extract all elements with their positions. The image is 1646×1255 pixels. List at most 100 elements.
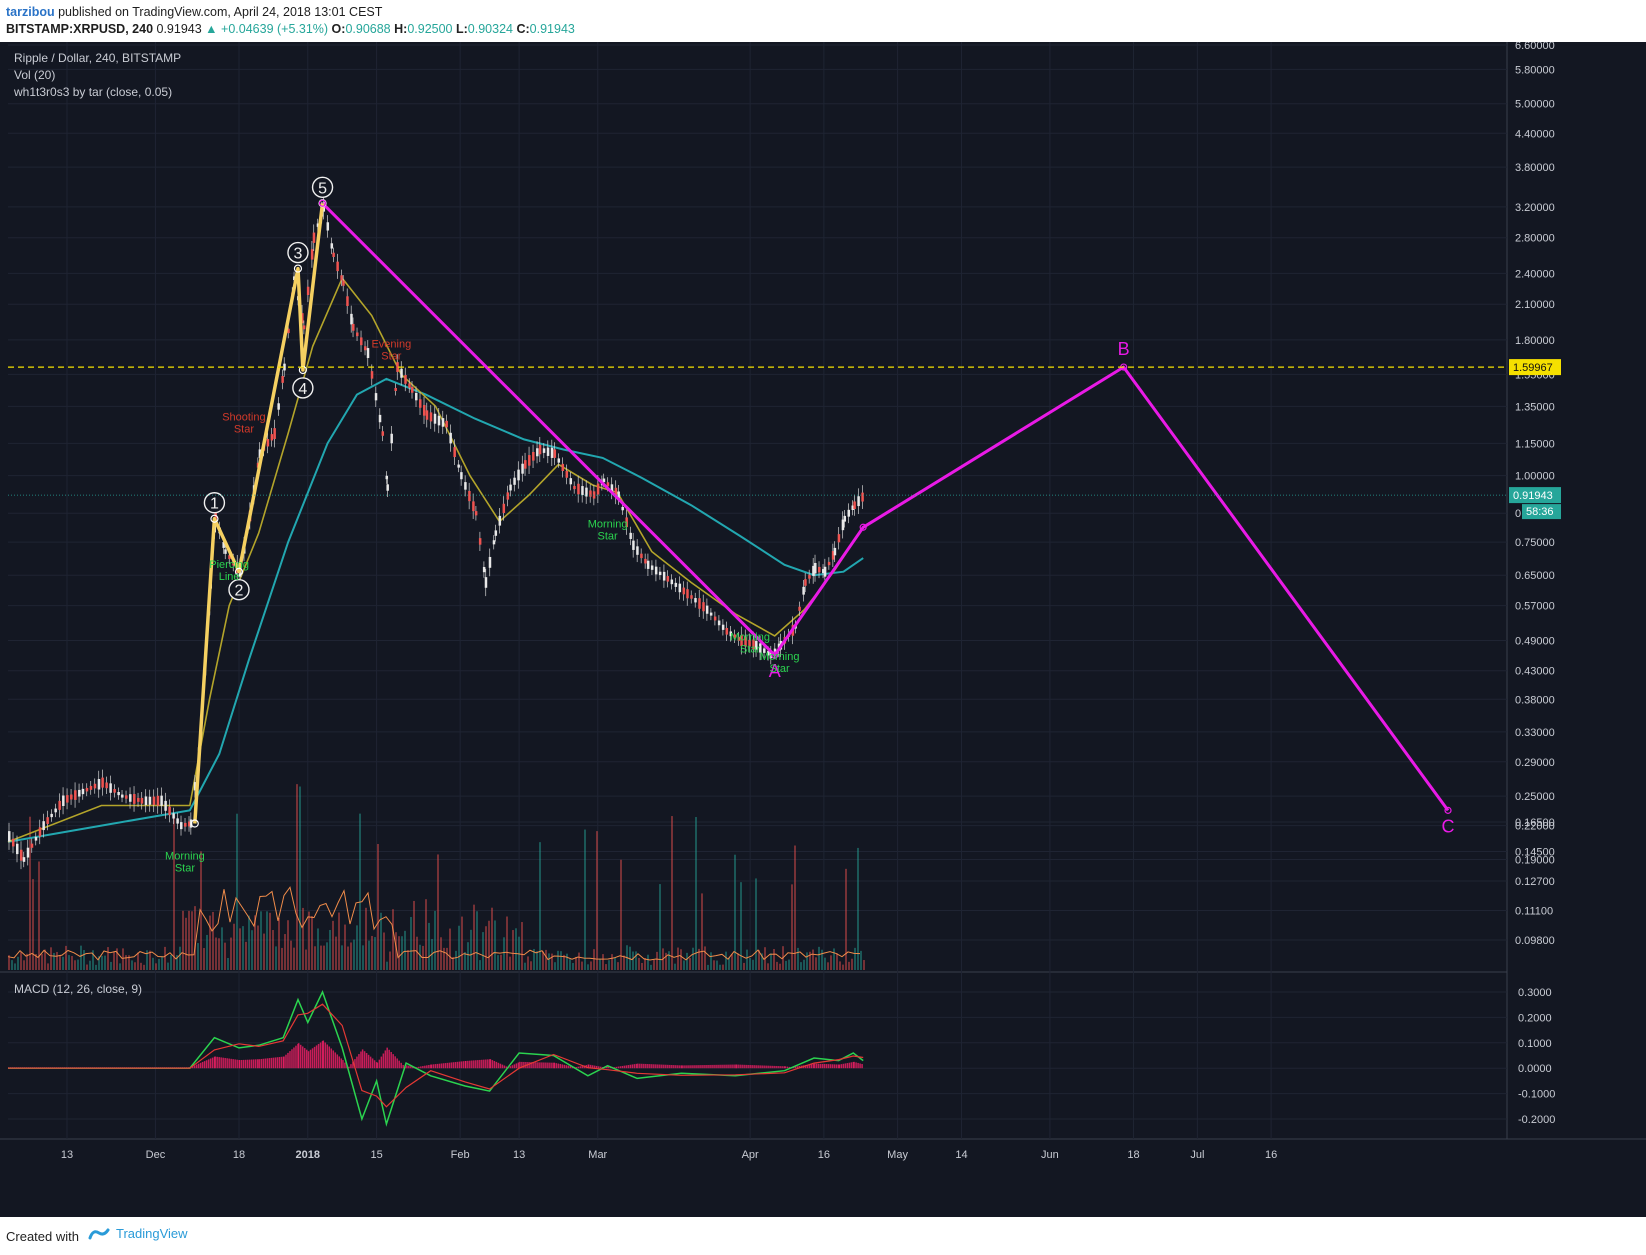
tradingview-brand[interactable]: TradingView: [88, 1226, 188, 1241]
volume-bar: [230, 937, 232, 970]
macd-histogram-bar: [342, 1060, 344, 1069]
time-tick-label: 16: [1265, 1149, 1277, 1161]
time-tick-label: May: [887, 1149, 908, 1161]
volume-bar: [101, 955, 103, 970]
close-label: C:: [516, 22, 530, 36]
macd-histogram-bar: [352, 1061, 354, 1069]
candle-body: [521, 463, 524, 474]
candle-body: [565, 470, 569, 478]
macd-histogram-bar: [743, 1064, 745, 1069]
macd-histogram-bar: [199, 1062, 202, 1069]
volume-bar: [56, 951, 58, 970]
macd-histogram-bar: [430, 1064, 433, 1069]
volume-bar: [410, 916, 412, 970]
volume-bar: [11, 960, 13, 970]
volume-bar: [851, 958, 853, 970]
volume-bar: [17, 956, 19, 970]
macd-histogram-bar: [469, 1060, 471, 1069]
volume-bar: [599, 958, 601, 970]
volume-bar: [248, 915, 250, 970]
volume-bar: [146, 950, 148, 970]
macd-histogram-bar: [687, 1065, 689, 1069]
volume-bar: [242, 926, 244, 970]
candle-body: [853, 501, 856, 510]
candle-body: [188, 821, 191, 827]
volume-bar: [440, 937, 442, 970]
macd-histogram-bar: [230, 1058, 232, 1069]
pattern-label: Line: [219, 571, 240, 583]
candle-body: [581, 486, 584, 496]
macd-histogram-bar: [270, 1057, 273, 1069]
candle-body: [62, 795, 65, 806]
candle-body: [843, 515, 847, 522]
volume-bar: [593, 949, 595, 970]
volume-bar: [752, 959, 754, 970]
volume-bar: [692, 947, 694, 970]
candle-body: [569, 478, 573, 485]
pattern-labels: MorningStarShootingStarPiercingLineEveni…: [165, 339, 799, 875]
volume-bar: [269, 912, 271, 970]
candle-body: [287, 328, 290, 334]
macd-histogram-bar: [806, 1064, 809, 1069]
macd-histogram-bar: [832, 1064, 834, 1069]
macd-histogram-bar: [579, 1066, 582, 1069]
macd-histogram-bar: [211, 1057, 214, 1069]
volume-bar: [476, 911, 478, 970]
macd-histogram-bar: [621, 1065, 624, 1069]
elliott-waves[interactable]: 1 2 3 4 5 A B C: [190, 176, 1455, 836]
candle-body: [301, 313, 304, 324]
macd-line: [8, 990, 864, 1127]
volume-bar: [596, 831, 598, 970]
macd-histogram-bar: [818, 1063, 820, 1069]
macd-histogram-bar: [462, 1061, 465, 1069]
volume-bar: [749, 957, 751, 970]
candle-body: [755, 641, 758, 650]
volume-bar: [251, 930, 253, 970]
macd-histogram-bar: [513, 1064, 516, 1069]
fast-ma-line: [7, 276, 864, 843]
candle-body: [78, 789, 81, 797]
slow-ma-line: [7, 377, 864, 843]
volume-bar: [365, 907, 367, 970]
candle-body: [524, 460, 527, 469]
macd-histogram-bar: [340, 1058, 343, 1069]
candle-body: [670, 579, 674, 585]
volume-bar: [299, 786, 301, 970]
volume-bar: [518, 936, 520, 970]
volume-bar: [254, 915, 256, 970]
candle-body: [550, 447, 554, 458]
volume-bar: [854, 947, 856, 970]
macd-histogram-bar: [207, 1059, 210, 1069]
candle-body: [602, 478, 606, 483]
price-tick-label: 0.14500: [1515, 847, 1555, 859]
volume-bar: [356, 925, 358, 970]
macd-histogram-bar: [623, 1065, 626, 1069]
macd-histogram-bar: [834, 1064, 836, 1069]
volume-bar: [530, 961, 532, 970]
volume-bar: [206, 934, 208, 970]
volume-bar: [209, 915, 211, 970]
macd-histogram-bar: [653, 1064, 655, 1069]
volume-bar: [809, 951, 811, 970]
macd-histogram-bar: [679, 1065, 681, 1069]
macd-histogram-bar: [846, 1063, 849, 1069]
volume-bar: [131, 960, 133, 970]
candle-body: [666, 576, 670, 582]
author-link[interactable]: tarzibou: [6, 5, 55, 19]
volume-bar: [59, 955, 61, 970]
candle-body: [822, 569, 825, 574]
volume-bar: [461, 916, 463, 970]
macd-histogram-bar: [250, 1059, 253, 1069]
volume-bar: [77, 959, 79, 970]
macd-histogram-bar: [460, 1061, 463, 1069]
volume-bar: [812, 949, 814, 970]
macd-histogram-bar: [838, 1064, 841, 1069]
volume-bar: [776, 961, 778, 970]
macd-histogram-bar: [599, 1066, 602, 1069]
macd-histogram-bar: [631, 1064, 634, 1069]
candle-body: [97, 779, 101, 790]
macd-histogram-bar: [701, 1065, 703, 1069]
candle-body: [441, 418, 445, 427]
